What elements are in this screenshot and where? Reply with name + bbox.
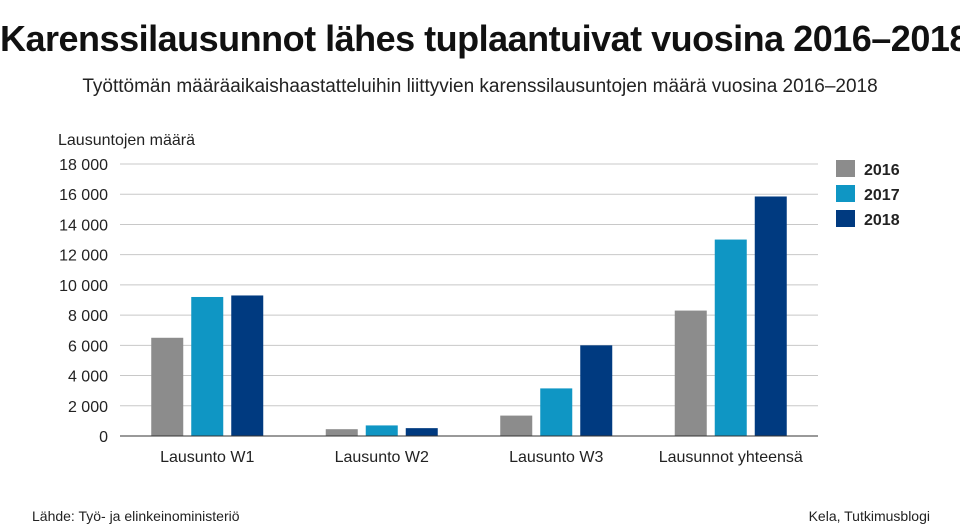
x-tick-label: Lausunnot yhteensä: [659, 449, 803, 466]
x-tick-label: Lausunto W2: [335, 449, 429, 466]
y-tick-label: 10 000: [59, 278, 108, 295]
bar-2017-4: [714, 239, 747, 436]
legend-label-2018: 2018: [864, 212, 900, 229]
bar-2018-4: [754, 196, 787, 436]
credit-note: Kela, Tutkimusblogi: [808, 508, 930, 524]
legend-label-2017: 2017: [864, 187, 900, 204]
bar-2016-4: [674, 310, 707, 436]
y-tick-label: 12 000: [59, 248, 108, 265]
x-axis-ticks: Lausunto W1 Lausunto W2 Lausunto W3 Lausunn…: [160, 449, 803, 466]
y-tick-label: 8 000: [68, 308, 108, 325]
y-tick-label: 18 000: [59, 157, 108, 174]
x-tick-label: Lausunto W1: [160, 449, 254, 466]
bar-2017-2: [365, 425, 398, 436]
y-tick-label: 0: [99, 429, 108, 446]
legend: 2016 2017 2018: [836, 160, 900, 229]
legend-swatch-2018: [836, 210, 855, 227]
chart-title: Karenssilausunnot lähes tuplaantuivat vu…: [0, 18, 960, 59]
source-note: Lähde: Työ- ja elinkeinoministeriö: [32, 508, 240, 524]
bars: [151, 196, 787, 436]
y-tick-label: 16 000: [59, 187, 108, 204]
chart-subtitle: Työttömän määräaikaishaastatteluihin lii…: [82, 76, 878, 97]
x-tick-label: Lausunto W3: [509, 449, 603, 466]
bar-2016-2: [325, 429, 358, 436]
bar-2018-1: [231, 295, 264, 436]
bar-2017-3: [540, 388, 573, 436]
gridlines: [120, 163, 818, 407]
bar-2016-3: [500, 415, 533, 436]
y-tick-label: 4 000: [68, 369, 108, 386]
legend-swatch-2017: [836, 185, 855, 202]
legend-swatch-2016: [836, 160, 855, 177]
y-tick-label: 2 000: [68, 399, 108, 416]
legend-label-2016: 2016: [864, 162, 900, 179]
bar-2017-1: [191, 296, 224, 436]
bar-2018-3: [580, 345, 613, 436]
bar-2018-2: [405, 428, 438, 436]
y-axis-label: Lausuntojen määrä: [58, 132, 195, 149]
y-tick-label: 6 000: [68, 338, 108, 355]
bar-2016-1: [151, 337, 184, 436]
y-axis-ticks: 0 2 000 4 000 6 000 8 000 10 000 12 000 14 000 1…: [59, 157, 108, 446]
y-tick-label: 14 000: [59, 217, 108, 234]
